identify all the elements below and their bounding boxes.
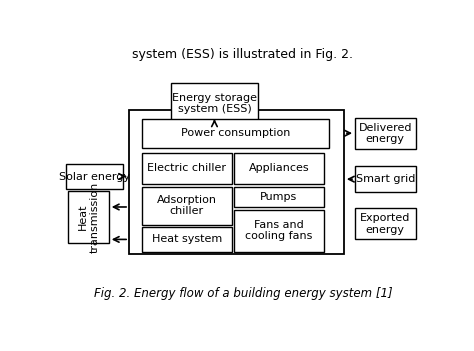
FancyBboxPatch shape — [234, 153, 324, 184]
Text: Power consumption: Power consumption — [181, 128, 290, 138]
Text: Energy storage
system (ESS): Energy storage system (ESS) — [172, 93, 257, 114]
Text: Electric chiller: Electric chiller — [147, 164, 227, 173]
FancyBboxPatch shape — [355, 208, 416, 239]
Text: Solar energy: Solar energy — [59, 172, 130, 181]
Text: Appliances: Appliances — [248, 164, 309, 173]
Text: Pumps: Pumps — [260, 192, 297, 202]
FancyBboxPatch shape — [171, 83, 258, 125]
FancyBboxPatch shape — [234, 187, 324, 207]
FancyBboxPatch shape — [234, 210, 324, 252]
Text: Fans and
cooling fans: Fans and cooling fans — [245, 220, 312, 241]
FancyBboxPatch shape — [142, 187, 232, 225]
FancyBboxPatch shape — [142, 227, 232, 252]
FancyBboxPatch shape — [355, 166, 416, 192]
Text: Heat system: Heat system — [152, 234, 222, 244]
FancyBboxPatch shape — [142, 153, 232, 184]
FancyBboxPatch shape — [142, 119, 329, 147]
Text: Fig. 2. Energy flow of a building energy system [1]: Fig. 2. Energy flow of a building energy… — [93, 287, 392, 300]
Text: Heat
transmission: Heat transmission — [78, 181, 100, 253]
FancyBboxPatch shape — [66, 164, 123, 190]
Text: Exported
energy: Exported energy — [360, 213, 410, 235]
FancyBboxPatch shape — [129, 110, 344, 254]
Text: Delivered
energy: Delivered energy — [358, 122, 412, 144]
FancyBboxPatch shape — [355, 118, 416, 149]
FancyBboxPatch shape — [68, 191, 109, 244]
Text: Smart grid: Smart grid — [356, 174, 415, 184]
Text: system (ESS) is illustrated in Fig. 2.: system (ESS) is illustrated in Fig. 2. — [132, 48, 354, 61]
Text: Adsorption
chiller: Adsorption chiller — [157, 195, 217, 217]
